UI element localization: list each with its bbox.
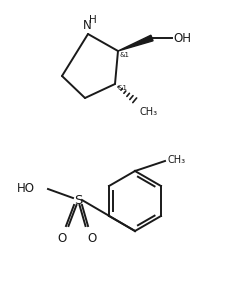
Text: S: S: [74, 195, 82, 207]
Text: HO: HO: [17, 181, 35, 195]
Text: CH₃: CH₃: [167, 155, 185, 165]
Text: &1: &1: [117, 85, 127, 91]
Text: &1: &1: [120, 52, 130, 58]
Text: O: O: [57, 232, 67, 245]
Text: H: H: [89, 15, 97, 25]
Polygon shape: [118, 35, 153, 51]
Text: N: N: [83, 19, 91, 32]
Text: O: O: [87, 232, 97, 245]
Text: OH: OH: [173, 32, 191, 44]
Text: CH₃: CH₃: [140, 107, 158, 117]
